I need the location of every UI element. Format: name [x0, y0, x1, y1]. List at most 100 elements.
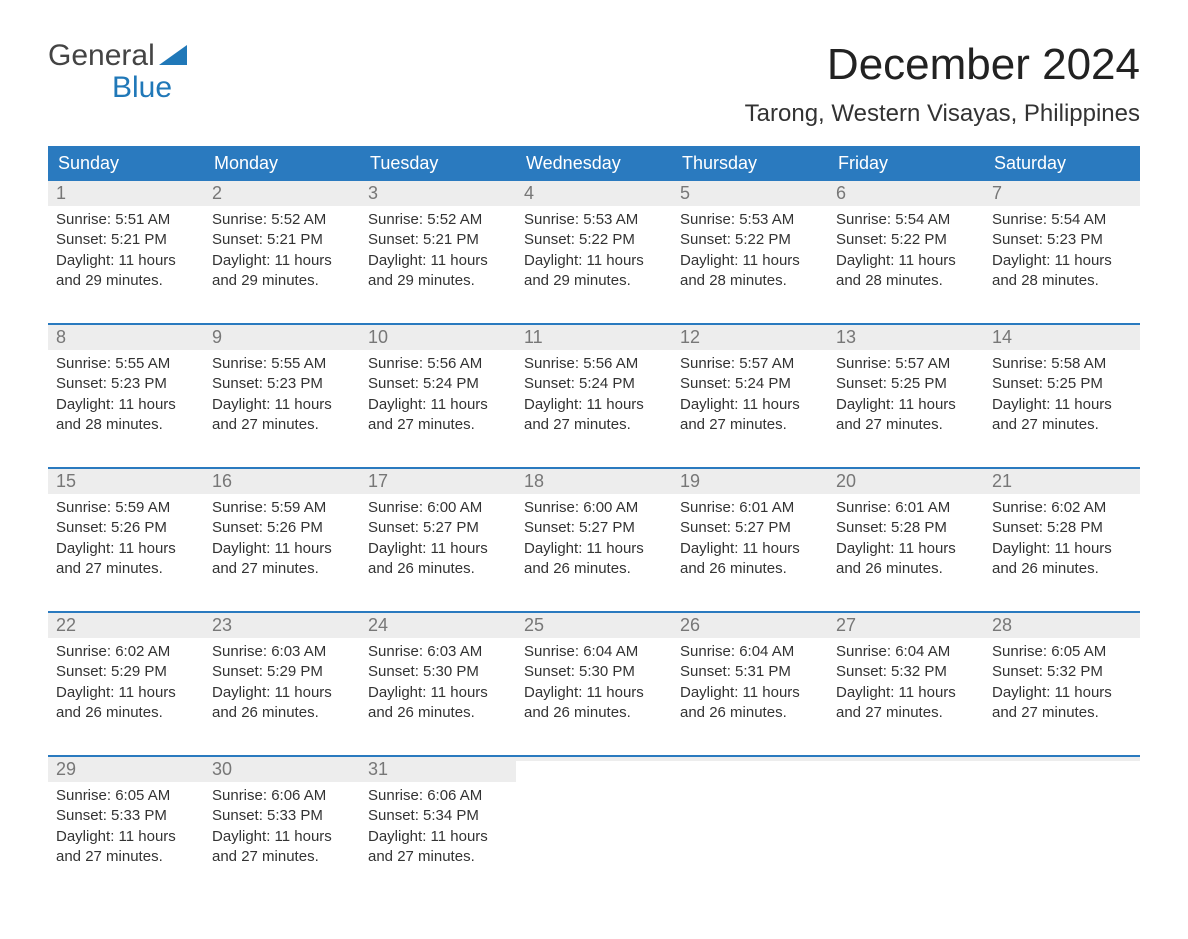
day-body: Sunrise: 5:52 AMSunset: 5:21 PMDaylight:…: [204, 206, 360, 297]
sunrise-text: Sunrise: 6:04 AM: [836, 642, 976, 662]
day-cell: 8Sunrise: 5:55 AMSunset: 5:23 PMDaylight…: [48, 325, 204, 453]
day-body: Sunrise: 5:56 AMSunset: 5:24 PMDaylight:…: [516, 350, 672, 441]
daylight-text-2: and 28 minutes.: [836, 271, 976, 291]
sunset-text: Sunset: 5:22 PM: [836, 230, 976, 250]
sunset-text: Sunset: 5:26 PM: [212, 518, 352, 538]
sunrise-text: Sunrise: 6:06 AM: [212, 786, 352, 806]
day-cell: 9Sunrise: 5:55 AMSunset: 5:23 PMDaylight…: [204, 325, 360, 453]
day-body: Sunrise: 5:53 AMSunset: 5:22 PMDaylight:…: [516, 206, 672, 297]
daylight-text-2: and 26 minutes.: [368, 559, 508, 579]
day-number: 21: [984, 469, 1140, 494]
sunset-text: Sunset: 5:23 PM: [212, 374, 352, 394]
day-number: 22: [48, 613, 204, 638]
daylight-text-1: Daylight: 11 hours: [368, 395, 508, 415]
daylight-text-2: and 27 minutes.: [524, 415, 664, 435]
day-number: 20: [828, 469, 984, 494]
sunset-text: Sunset: 5:27 PM: [680, 518, 820, 538]
day-body: Sunrise: 5:54 AMSunset: 5:22 PMDaylight:…: [828, 206, 984, 297]
daylight-text-1: Daylight: 11 hours: [836, 395, 976, 415]
day-number: 7: [984, 181, 1140, 206]
daylight-text-1: Daylight: 11 hours: [836, 251, 976, 271]
day-number: 5: [672, 181, 828, 206]
day-body: Sunrise: 6:06 AMSunset: 5:34 PMDaylight:…: [360, 782, 516, 873]
sunrise-text: Sunrise: 5:55 AM: [56, 354, 196, 374]
sunrise-text: Sunrise: 5:56 AM: [524, 354, 664, 374]
day-body: Sunrise: 6:05 AMSunset: 5:33 PMDaylight:…: [48, 782, 204, 873]
day-body: Sunrise: 5:57 AMSunset: 5:25 PMDaylight:…: [828, 350, 984, 441]
daylight-text-1: Daylight: 11 hours: [212, 827, 352, 847]
day-number: 11: [516, 325, 672, 350]
sunrise-text: Sunrise: 5:53 AM: [524, 210, 664, 230]
daylight-text-2: and 29 minutes.: [56, 271, 196, 291]
week-row: 1Sunrise: 5:51 AMSunset: 5:21 PMDaylight…: [48, 181, 1140, 309]
day-cell: [828, 757, 984, 885]
daylight-text-2: and 27 minutes.: [836, 415, 976, 435]
day-cell: 18Sunrise: 6:00 AMSunset: 5:27 PMDayligh…: [516, 469, 672, 597]
day-number: [672, 757, 828, 761]
day-body: Sunrise: 5:56 AMSunset: 5:24 PMDaylight:…: [360, 350, 516, 441]
sunrise-text: Sunrise: 5:57 AM: [836, 354, 976, 374]
daylight-text-1: Daylight: 11 hours: [992, 683, 1132, 703]
daylight-text-2: and 26 minutes.: [56, 703, 196, 723]
day-number: 23: [204, 613, 360, 638]
day-number: [828, 757, 984, 761]
sunset-text: Sunset: 5:21 PM: [212, 230, 352, 250]
daylight-text-1: Daylight: 11 hours: [368, 683, 508, 703]
sunrise-text: Sunrise: 6:02 AM: [992, 498, 1132, 518]
sunrise-text: Sunrise: 5:58 AM: [992, 354, 1132, 374]
sunset-text: Sunset: 5:29 PM: [212, 662, 352, 682]
sunset-text: Sunset: 5:23 PM: [992, 230, 1132, 250]
daylight-text-1: Daylight: 11 hours: [836, 539, 976, 559]
day-number: 13: [828, 325, 984, 350]
day-body: Sunrise: 6:02 AMSunset: 5:28 PMDaylight:…: [984, 494, 1140, 585]
day-cell: 28Sunrise: 6:05 AMSunset: 5:32 PMDayligh…: [984, 613, 1140, 741]
day-body: Sunrise: 6:02 AMSunset: 5:29 PMDaylight:…: [48, 638, 204, 729]
daylight-text-2: and 28 minutes.: [992, 271, 1132, 291]
flag-icon: [159, 40, 187, 60]
sunset-text: Sunset: 5:34 PM: [368, 806, 508, 826]
weekday-header: Tuesday: [360, 146, 516, 181]
daylight-text-2: and 29 minutes.: [212, 271, 352, 291]
day-number: 6: [828, 181, 984, 206]
day-number: 27: [828, 613, 984, 638]
daylight-text-1: Daylight: 11 hours: [524, 539, 664, 559]
day-cell: 25Sunrise: 6:04 AMSunset: 5:30 PMDayligh…: [516, 613, 672, 741]
daylight-text-1: Daylight: 11 hours: [836, 683, 976, 703]
daylight-text-1: Daylight: 11 hours: [680, 683, 820, 703]
sunset-text: Sunset: 5:32 PM: [992, 662, 1132, 682]
sunset-text: Sunset: 5:25 PM: [836, 374, 976, 394]
day-number: 15: [48, 469, 204, 494]
day-body: Sunrise: 5:55 AMSunset: 5:23 PMDaylight:…: [48, 350, 204, 441]
calendar: Sunday Monday Tuesday Wednesday Thursday…: [48, 146, 1140, 885]
daylight-text-1: Daylight: 11 hours: [56, 827, 196, 847]
daylight-text-1: Daylight: 11 hours: [368, 251, 508, 271]
daylight-text-1: Daylight: 11 hours: [680, 395, 820, 415]
weekday-header: Monday: [204, 146, 360, 181]
daylight-text-2: and 26 minutes.: [680, 559, 820, 579]
day-body: Sunrise: 6:00 AMSunset: 5:27 PMDaylight:…: [360, 494, 516, 585]
sunrise-text: Sunrise: 6:05 AM: [992, 642, 1132, 662]
sunrise-text: Sunrise: 6:05 AM: [56, 786, 196, 806]
day-body: Sunrise: 6:03 AMSunset: 5:29 PMDaylight:…: [204, 638, 360, 729]
day-body: Sunrise: 6:00 AMSunset: 5:27 PMDaylight:…: [516, 494, 672, 585]
daylight-text-2: and 27 minutes.: [212, 847, 352, 867]
sunrise-text: Sunrise: 6:01 AM: [836, 498, 976, 518]
sunrise-text: Sunrise: 6:01 AM: [680, 498, 820, 518]
daylight-text-1: Daylight: 11 hours: [680, 539, 820, 559]
daylight-text-2: and 29 minutes.: [524, 271, 664, 291]
week-row: 8Sunrise: 5:55 AMSunset: 5:23 PMDaylight…: [48, 323, 1140, 453]
weekday-header: Wednesday: [516, 146, 672, 181]
sunset-text: Sunset: 5:33 PM: [212, 806, 352, 826]
day-cell: 1Sunrise: 5:51 AMSunset: 5:21 PMDaylight…: [48, 181, 204, 309]
daylight-text-2: and 27 minutes.: [212, 559, 352, 579]
day-cell: [516, 757, 672, 885]
daylight-text-1: Daylight: 11 hours: [212, 395, 352, 415]
day-number: 30: [204, 757, 360, 782]
day-cell: [984, 757, 1140, 885]
daylight-text-1: Daylight: 11 hours: [992, 251, 1132, 271]
day-cell: 29Sunrise: 6:05 AMSunset: 5:33 PMDayligh…: [48, 757, 204, 885]
day-cell: 26Sunrise: 6:04 AMSunset: 5:31 PMDayligh…: [672, 613, 828, 741]
daylight-text-1: Daylight: 11 hours: [56, 539, 196, 559]
sunrise-text: Sunrise: 5:56 AM: [368, 354, 508, 374]
day-body: Sunrise: 6:04 AMSunset: 5:32 PMDaylight:…: [828, 638, 984, 729]
